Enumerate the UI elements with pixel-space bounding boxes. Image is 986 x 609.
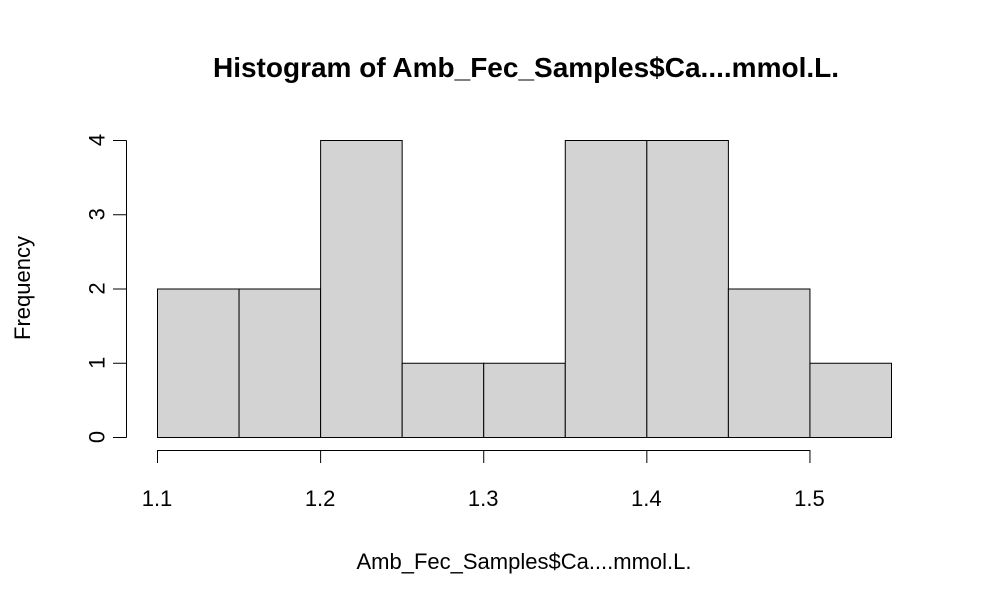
x-axis: 1.1 1.2 1.3 1.4 1.5 bbox=[142, 450, 825, 511]
histogram-bar-6 bbox=[564, 140, 648, 438]
histogram-bar-2 bbox=[238, 288, 322, 438]
y-tick-label: 4 bbox=[85, 134, 110, 146]
y-tick-label: 1 bbox=[85, 357, 110, 369]
y-tick-label: 0 bbox=[85, 431, 110, 443]
x-axis-label: Amb_Fec_Samples$Ca....mmol.L. bbox=[356, 549, 691, 574]
histogram-bar-9 bbox=[809, 362, 893, 438]
histogram-bar-5 bbox=[483, 362, 566, 438]
x-tick-label: 1.2 bbox=[305, 486, 336, 511]
x-tick-label: 1.1 bbox=[142, 486, 173, 511]
histogram-bar-8 bbox=[727, 288, 811, 438]
histogram-bar-1 bbox=[157, 288, 240, 438]
histogram-bar-7 bbox=[646, 140, 729, 438]
y-tick-label: 2 bbox=[85, 282, 110, 294]
x-tick-label: 1.3 bbox=[468, 486, 499, 511]
histogram-bar-3 bbox=[320, 140, 403, 438]
y-axis-label: Frequency bbox=[10, 236, 35, 340]
histogram-bar-4 bbox=[401, 362, 485, 438]
x-tick-label: 1.4 bbox=[631, 486, 662, 511]
y-axis: 0 1 2 3 4 bbox=[85, 134, 127, 443]
x-tick-label: 1.5 bbox=[794, 486, 825, 511]
bars-group bbox=[157, 140, 893, 438]
y-tick-label: 3 bbox=[85, 208, 110, 220]
chart-title: Histogram of Amb_Fec_Samples$Ca....mmol.… bbox=[213, 52, 839, 83]
